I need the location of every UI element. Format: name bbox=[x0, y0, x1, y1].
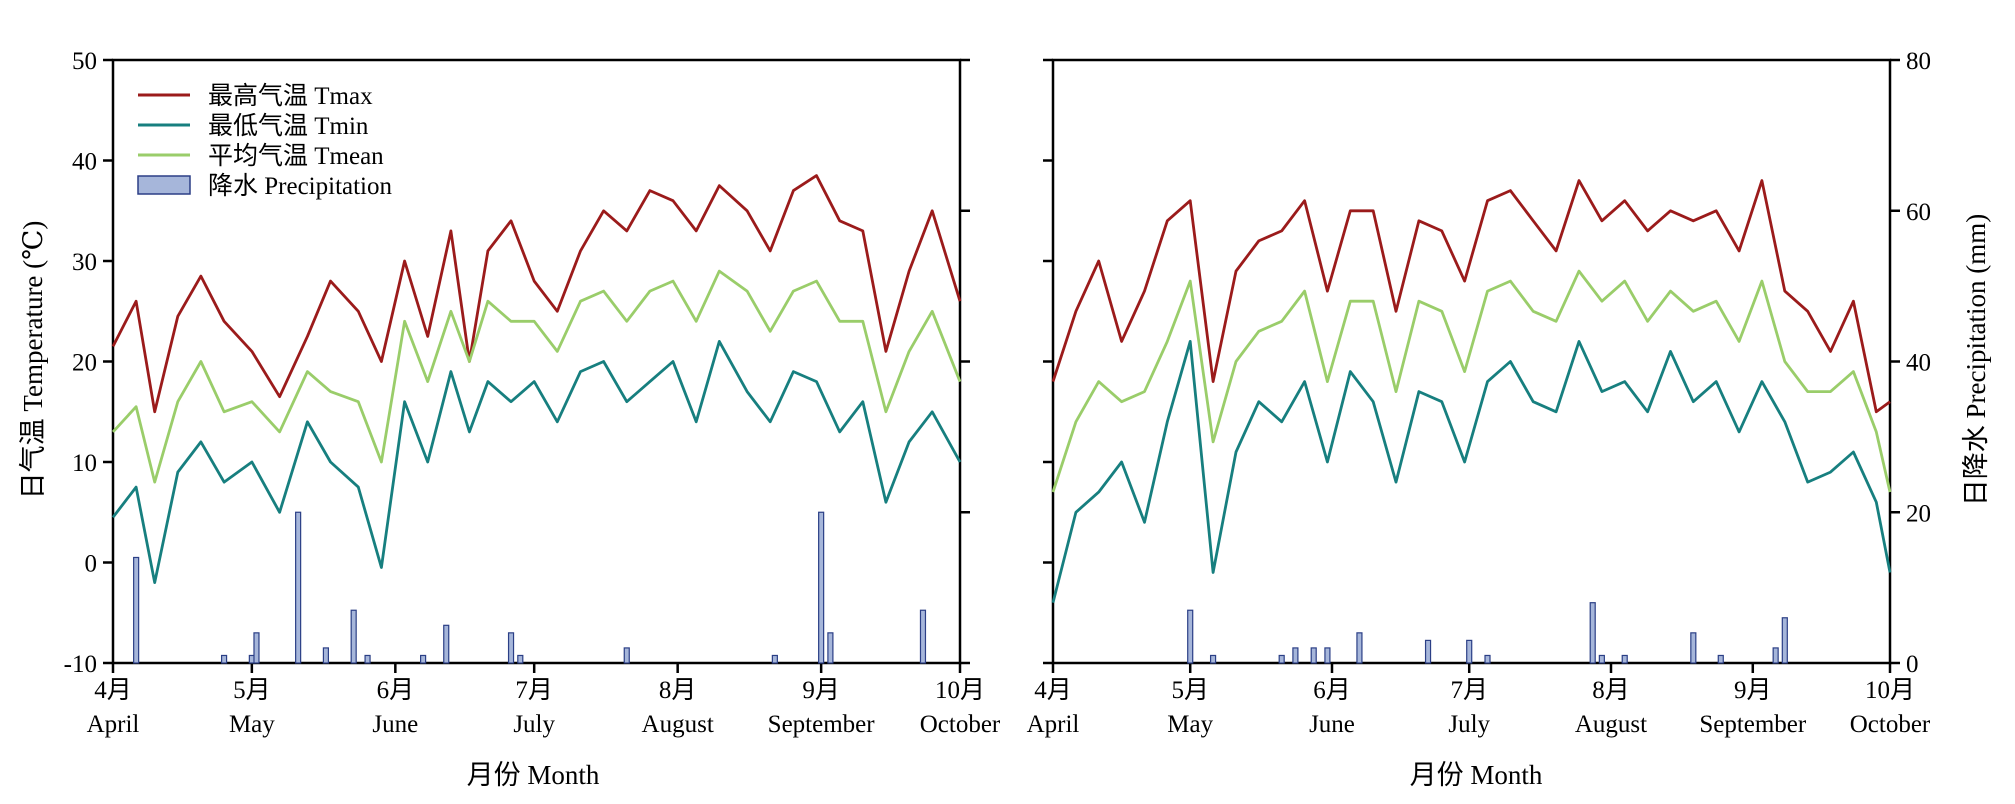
precip-bar bbox=[1717, 654, 1724, 664]
x-tick-label-cn: 5月 bbox=[233, 677, 271, 704]
precip-bar bbox=[364, 654, 371, 664]
y-tick-label: 40 bbox=[72, 149, 97, 176]
precip-bar bbox=[1292, 647, 1299, 664]
precip-bar bbox=[420, 654, 427, 664]
x-tick-label-en: September bbox=[1699, 711, 1807, 738]
series-line-tmean bbox=[1051, 269, 1892, 493]
y-axis-label-left: 日气温 Temperature (℃) bbox=[18, 221, 48, 500]
x-tick-label-cn: 7月 bbox=[1450, 677, 1488, 704]
legend: 最高气温 Tmax 最低气温 Tmin 平均气温 Tmean 降水 Precip… bbox=[137, 82, 392, 200]
x-axis-label-left: 月份 Month bbox=[467, 760, 600, 790]
x-tick-label-en: October bbox=[920, 711, 1001, 738]
x-tick-label-en: April bbox=[1027, 711, 1080, 738]
x-axis-label-right: 月份 Month bbox=[1410, 760, 1543, 790]
precip-bar bbox=[1589, 602, 1596, 664]
x-tick-label-cn: 6月 bbox=[377, 677, 415, 704]
series-line-tmin bbox=[111, 339, 962, 584]
y2-tick-label: 60 bbox=[1906, 199, 1931, 226]
x-tick-label-en: July bbox=[513, 711, 555, 738]
precip-bar bbox=[1598, 654, 1605, 664]
precip-bar bbox=[1310, 647, 1317, 664]
precip-bar bbox=[507, 632, 515, 664]
y-tick-label: 50 bbox=[72, 48, 97, 75]
precip-bar bbox=[623, 647, 630, 664]
x-tick-label-en: July bbox=[1448, 711, 1490, 738]
precip-bar bbox=[827, 632, 834, 664]
precip-bar bbox=[253, 632, 260, 664]
legend-label-precip: 降水 Precipitation bbox=[208, 172, 392, 200]
x-tick-label-cn: 9月 bbox=[802, 677, 840, 704]
y2-tick-label: 0 bbox=[1906, 651, 1919, 678]
precip-bar bbox=[295, 511, 302, 664]
precip-bar bbox=[1356, 632, 1363, 664]
legend-label-tmax: 最高气温 Tmax bbox=[208, 82, 373, 110]
precip-bar bbox=[1278, 654, 1285, 664]
precip-bar bbox=[1187, 609, 1194, 664]
y2-tick-label: 40 bbox=[1906, 350, 1931, 377]
precip-bar bbox=[322, 647, 330, 664]
series-line-tmean bbox=[111, 269, 962, 484]
x-tick-label-en: April bbox=[87, 711, 140, 738]
y-tick-label: 20 bbox=[72, 350, 97, 377]
precip-bar bbox=[771, 654, 778, 664]
precip-bar bbox=[1209, 654, 1217, 664]
precip-bar bbox=[1466, 639, 1473, 664]
precip-bar bbox=[443, 624, 450, 664]
y-tick-label: 10 bbox=[72, 450, 97, 477]
x-tick-label-en: August bbox=[642, 711, 714, 738]
precip-bar bbox=[220, 654, 228, 664]
precip-bar bbox=[350, 609, 357, 664]
precip-bar bbox=[1772, 647, 1779, 664]
legend-label-tmean: 平均气温 Tmean bbox=[208, 142, 384, 170]
series-line-tmax bbox=[1051, 179, 1891, 414]
x-tick-label-cn: 10月 bbox=[1865, 677, 1915, 704]
x-tick-label-cn: 4月 bbox=[94, 677, 132, 704]
y-tick-label: -10 bbox=[64, 651, 97, 678]
series-line-tmax bbox=[111, 174, 962, 414]
precip-bar bbox=[1690, 632, 1697, 664]
precip-bar bbox=[517, 654, 524, 664]
x-tick-label-cn: 6月 bbox=[1313, 677, 1351, 704]
x-tick-label-cn: 8月 bbox=[659, 677, 697, 704]
x-tick-label-en: May bbox=[1167, 711, 1213, 738]
precip-bar bbox=[818, 511, 825, 664]
x-tick-label-en: June bbox=[372, 711, 418, 738]
plot-frame bbox=[1051, 58, 1892, 665]
x-tick-label-cn: 8月 bbox=[1592, 677, 1630, 704]
x-tick-label-en: September bbox=[768, 711, 876, 738]
x-tick-label-cn: 4月 bbox=[1034, 677, 1072, 704]
chart-panel-right: 80 60 40 20 0 4月 April 5月 May 6月 June 7月 July 8月 Augus… bbox=[1027, 48, 1931, 738]
x-tick-label-en: August bbox=[1575, 711, 1647, 738]
y-tick-label: 30 bbox=[72, 249, 97, 276]
precip-bar bbox=[1781, 617, 1788, 664]
precip-bar bbox=[919, 609, 927, 664]
y-tick-label: 0 bbox=[85, 551, 98, 578]
x-tick-label-cn: 7月 bbox=[515, 677, 553, 704]
x-tick-label-cn: 10月 bbox=[935, 677, 985, 704]
y2-tick-label: 20 bbox=[1906, 500, 1931, 527]
x-tick-label-cn: 5月 bbox=[1171, 677, 1209, 704]
legend-swatch-precip bbox=[137, 175, 191, 195]
precip-bar bbox=[1324, 647, 1331, 664]
x-tick-label-en: May bbox=[229, 711, 275, 738]
precip-bar bbox=[1424, 639, 1432, 664]
y2-tick-label: 80 bbox=[1906, 48, 1931, 75]
x-tick-label-en: June bbox=[1309, 711, 1355, 738]
precip-bar bbox=[133, 556, 140, 664]
x-tick-label-en: October bbox=[1850, 711, 1931, 738]
legend-label-tmin: 最低气温 Tmin bbox=[208, 112, 369, 140]
y-axis-label-right: 日降水 Precipitation (mm) bbox=[1961, 214, 1991, 506]
series-line-tmin bbox=[1051, 339, 1892, 604]
precip-bar bbox=[1484, 654, 1491, 664]
x-tick-label-cn: 9月 bbox=[1734, 677, 1772, 704]
precip-bar bbox=[1621, 654, 1628, 664]
